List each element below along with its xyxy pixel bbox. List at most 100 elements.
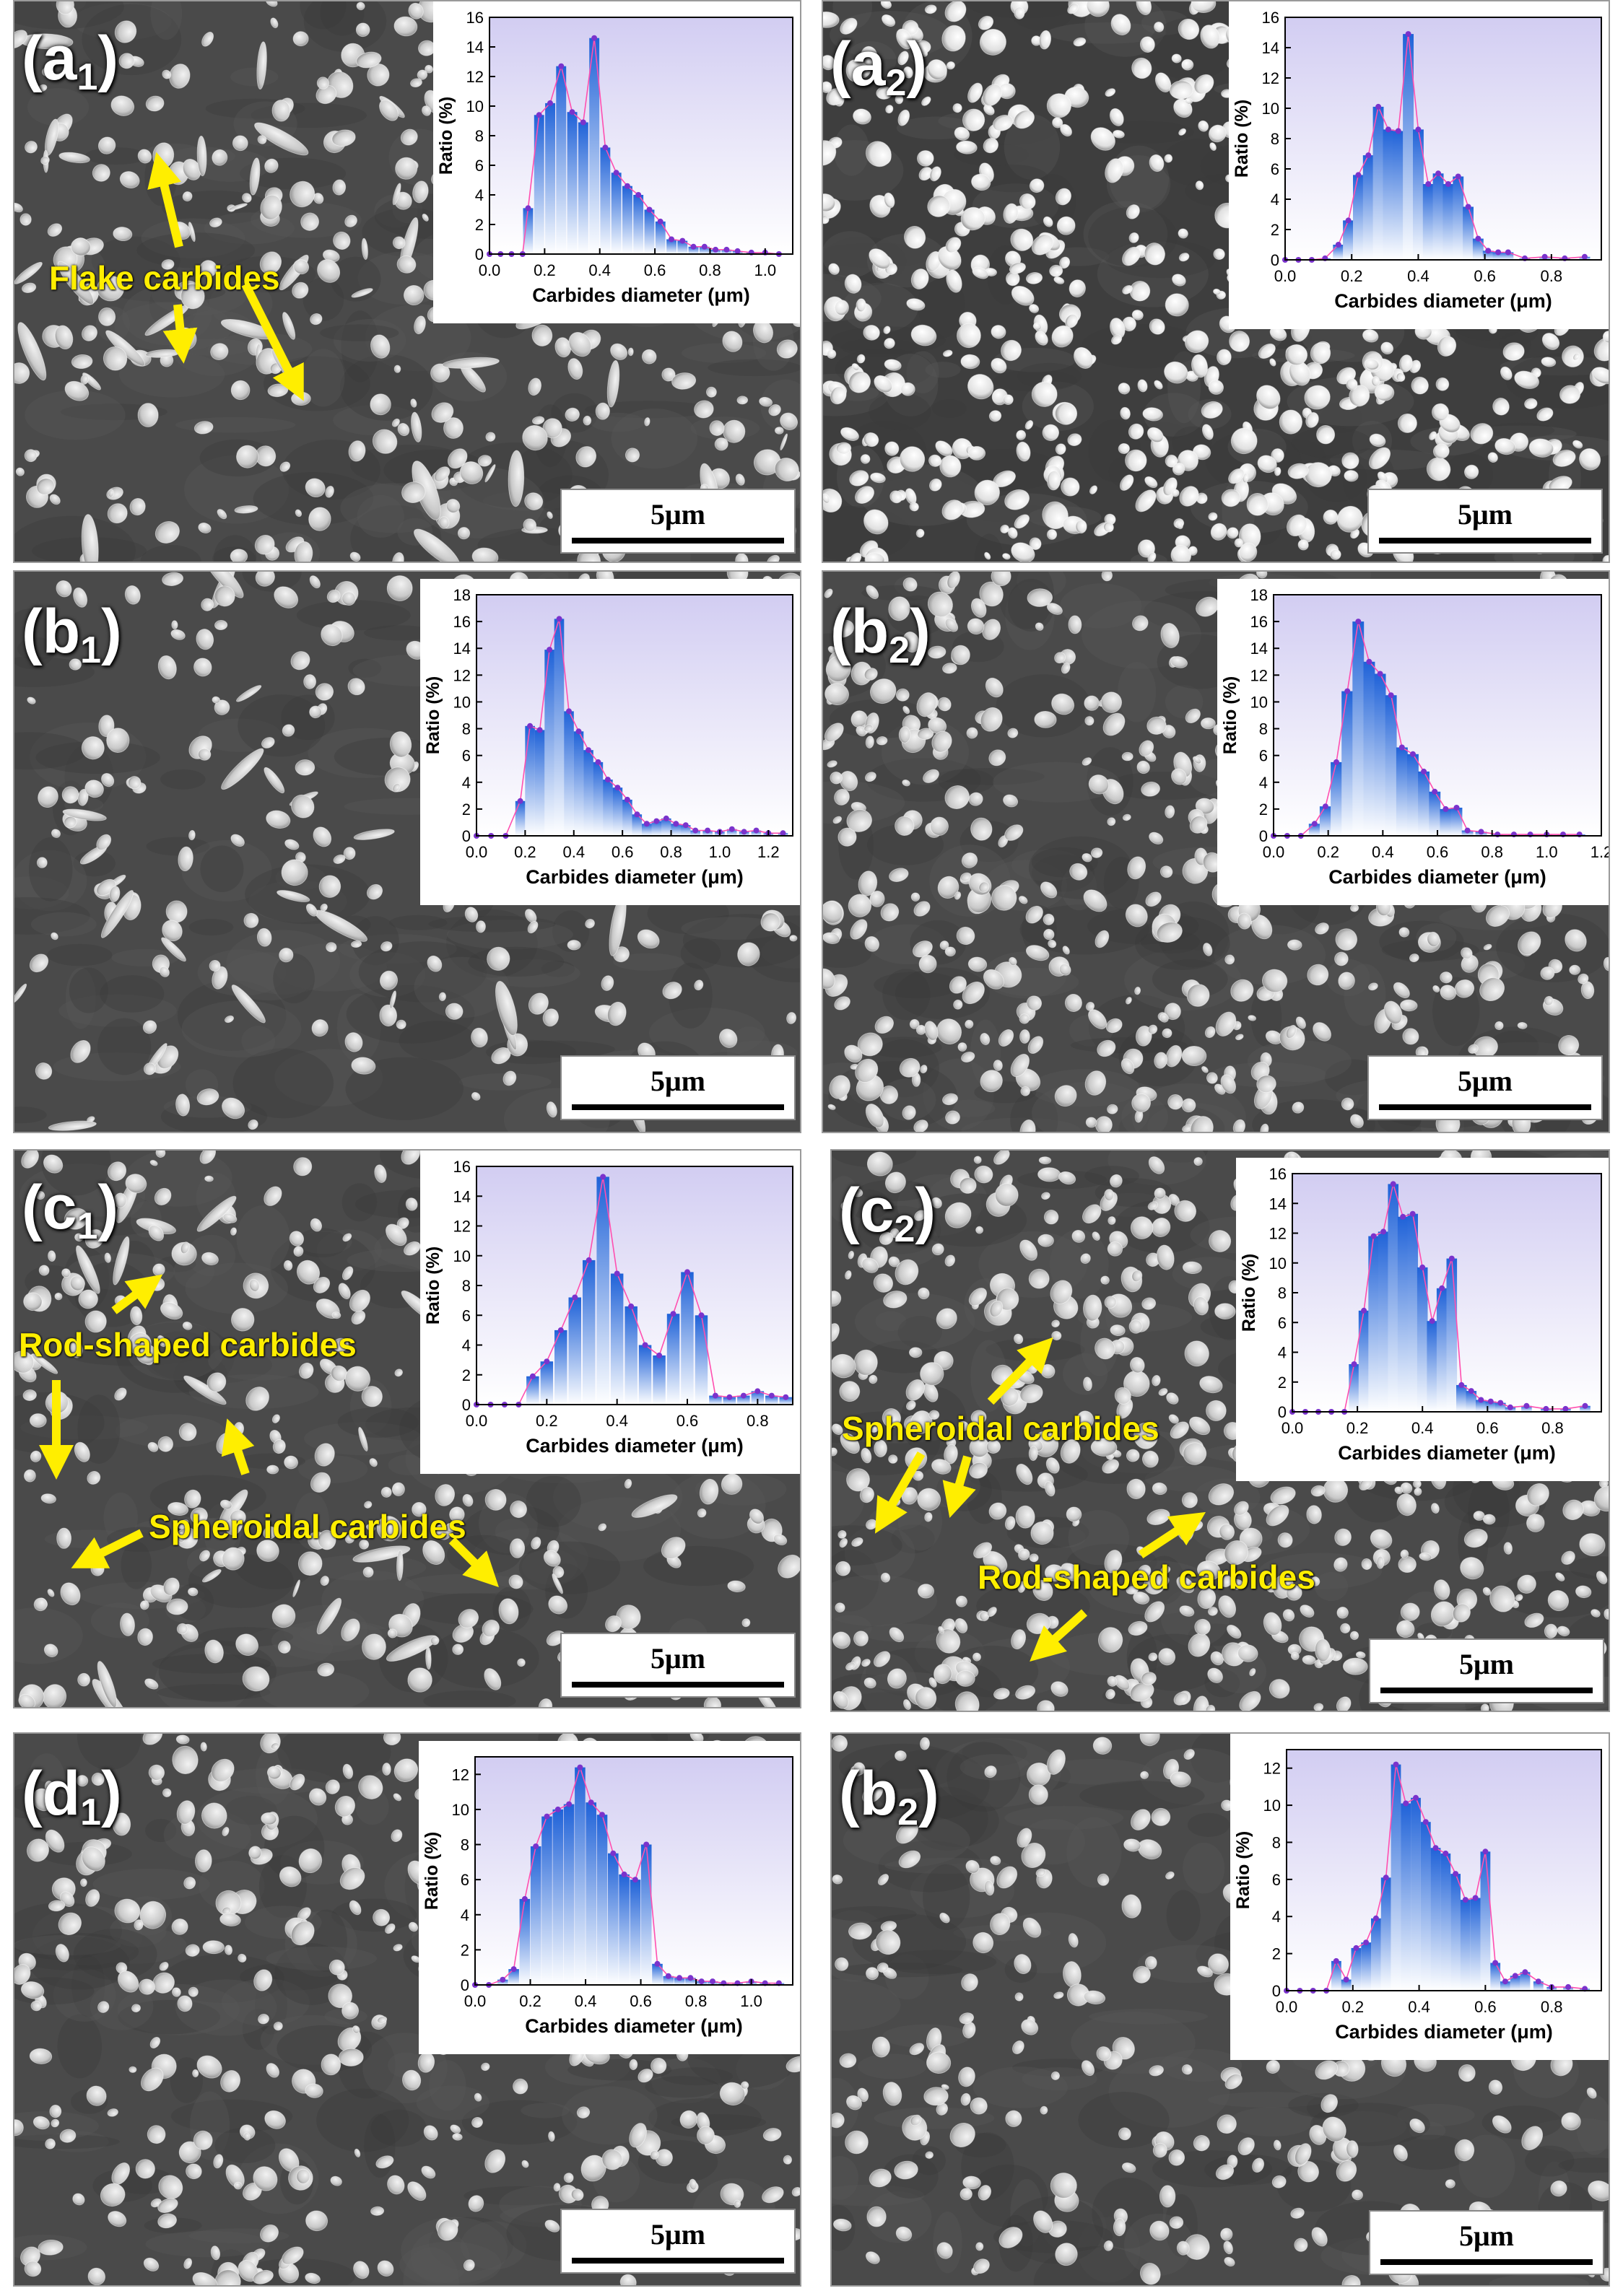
x-tick-label: 1.0 xyxy=(709,843,731,861)
histogram-inset-c1: 0 2 4 6 8 10 12 14 16 0.0 0.2 0.4 0.6 0.8 Carbides dia… xyxy=(420,1151,800,1474)
histogram-bar xyxy=(1533,1981,1544,1991)
histogram-bar xyxy=(1362,155,1374,260)
data-point xyxy=(544,1813,550,1820)
histogram-bar xyxy=(608,1853,619,1985)
data-point xyxy=(1435,170,1442,177)
histogram-bar xyxy=(1363,661,1375,836)
y-tick-label: 8 xyxy=(461,1836,469,1854)
y-tick-label: 14 xyxy=(453,1187,471,1205)
histogram-bar xyxy=(726,829,737,836)
histogram-bar xyxy=(765,1395,778,1405)
y-tick-label: 12 xyxy=(1263,1760,1281,1778)
data-point xyxy=(684,1269,690,1275)
histogram-bar xyxy=(1429,791,1441,836)
histogram-bar xyxy=(1401,1803,1411,1991)
x-tick-label: 0.4 xyxy=(575,1992,597,2010)
data-point xyxy=(643,821,650,827)
histogram-bar xyxy=(1476,1400,1487,1412)
histogram-bar xyxy=(612,787,623,836)
histogram-bar xyxy=(1521,1405,1532,1413)
histogram-bar xyxy=(1460,1900,1471,1991)
data-point xyxy=(646,206,653,213)
data-point xyxy=(1344,688,1351,694)
y-tick-label: 2 xyxy=(461,1941,469,1959)
y-tick-label: 4 xyxy=(462,774,471,792)
panel-b2: (b2) 0 2 4 6 8 10 12 14 16 18 0.0 0.2 0.4 0.6 0.8 1.0 1.… xyxy=(822,570,1610,1133)
data-point xyxy=(734,248,741,254)
annotation-spheroidal-carbides: Spheroidal carbides xyxy=(842,1410,1159,1447)
data-point xyxy=(1465,204,1471,210)
data-point xyxy=(710,1978,715,1985)
histogram-bar xyxy=(688,246,699,255)
data-point xyxy=(533,1843,539,1849)
data-point xyxy=(670,1311,676,1317)
y-tick-label: 14 xyxy=(453,640,471,658)
data-point xyxy=(1345,217,1352,224)
histogram-bar xyxy=(632,814,643,836)
y-tick-label: 4 xyxy=(1259,774,1268,792)
y-tick-label: 6 xyxy=(461,1871,469,1889)
scale-bar-line xyxy=(572,538,784,544)
histogram-bar xyxy=(596,1815,608,1985)
y-tick-label: 18 xyxy=(1250,586,1268,604)
data-point xyxy=(624,183,630,189)
data-point xyxy=(1541,253,1548,260)
scale-bar-d2: 5μm xyxy=(1369,2210,1604,2275)
y-tick-label: 18 xyxy=(453,586,471,604)
histogram-bar xyxy=(1378,1231,1389,1412)
annotation-rod-shaped-carbides: Rod-shaped carbides xyxy=(19,1326,357,1363)
histogram-bar xyxy=(1443,184,1454,260)
histogram-bar xyxy=(541,1816,552,1985)
data-point xyxy=(1502,1978,1508,1985)
y-tick-label: 14 xyxy=(1269,1195,1287,1213)
histogram-bar xyxy=(674,1978,685,1985)
y-tick-label: 4 xyxy=(475,186,484,204)
data-point xyxy=(558,63,565,69)
data-point xyxy=(554,1806,561,1812)
data-point xyxy=(525,205,531,211)
data-point xyxy=(621,1871,627,1877)
y-tick-label: 16 xyxy=(466,9,484,27)
data-point xyxy=(1419,1264,1426,1270)
histogram-bar xyxy=(583,750,593,836)
histogram-bar xyxy=(1351,1947,1362,1991)
y-tick-label: 0 xyxy=(1271,251,1279,269)
y-tick-label: 16 xyxy=(1269,1165,1287,1183)
scale-bar-label: 5μm xyxy=(650,2218,705,2251)
histogram-bar xyxy=(625,1306,638,1405)
histogram-bar xyxy=(1383,129,1394,260)
histogram-bar xyxy=(1361,1942,1372,1991)
histogram-bar xyxy=(1403,34,1414,260)
y-tick-label: 0 xyxy=(462,1396,471,1414)
histogram-inset-a1: 0 2 4 6 8 10 12 14 16 0.0 0.2 0.4 0.6 0.8 1.0 Carbides … xyxy=(433,1,800,323)
data-point xyxy=(1365,152,1372,159)
data-point xyxy=(1487,1398,1494,1405)
x-tick-label: 1.0 xyxy=(754,261,777,279)
histogram-bar xyxy=(1385,695,1397,836)
y-tick-label: 6 xyxy=(462,747,471,765)
histogram-bar xyxy=(525,725,535,836)
data-point xyxy=(780,830,786,837)
x-tick-label: 0.6 xyxy=(612,843,634,861)
data-point xyxy=(740,1392,747,1399)
scale-bar-label: 5μm xyxy=(1458,1065,1513,1097)
data-point xyxy=(580,119,586,126)
histogram-bar xyxy=(540,1361,554,1405)
histogram-bar xyxy=(1388,1184,1398,1412)
scale-bar-label: 5μm xyxy=(1459,2219,1514,2252)
x-axis-label: Carbides diameter (μm) xyxy=(1338,1442,1556,1464)
histogram-bar xyxy=(1418,771,1430,836)
y-axis-label: Ratio (%) xyxy=(1220,676,1240,754)
series-line xyxy=(1287,1764,1585,1991)
y-tick-label: 8 xyxy=(1278,1284,1287,1302)
scale-bar-label: 5μm xyxy=(650,1642,705,1675)
data-point xyxy=(556,616,562,622)
data-point xyxy=(536,727,543,733)
y-tick-label: 12 xyxy=(1250,666,1268,684)
data-point xyxy=(1462,1897,1468,1903)
histogram-bar xyxy=(586,1802,596,1985)
histogram-bar xyxy=(677,240,688,254)
histogram-bar xyxy=(1480,1851,1491,1991)
